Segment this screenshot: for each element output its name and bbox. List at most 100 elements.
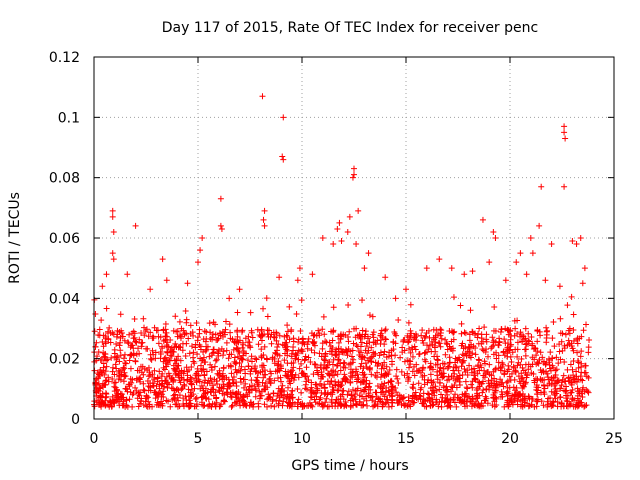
data-point [210,386,217,393]
data-point [501,403,508,410]
data-point [294,386,301,393]
data-point [133,351,140,358]
data-point [438,398,445,405]
data-point [220,365,227,372]
data-point [388,378,395,385]
data-point [365,250,372,257]
data-point [381,348,388,355]
data-point [401,358,408,365]
data-point [294,399,301,406]
data-point [214,348,221,355]
data-point [355,375,362,382]
data-point [99,380,106,387]
data-point [563,387,570,394]
data-point [372,350,379,357]
data-point [502,277,509,284]
data-point [249,334,256,341]
data-point [286,395,293,402]
data-point [159,370,166,377]
data-point [292,355,299,362]
data-point [94,353,101,360]
data-point [411,343,418,350]
data-point [498,388,505,395]
data-point [507,336,514,343]
data-point [442,395,449,402]
data-point [416,392,423,399]
data-point [534,391,541,398]
data-point [221,398,228,405]
data-point [240,376,247,383]
data-point [252,363,259,370]
data-point [585,374,592,381]
data-point [232,366,239,373]
data-point [512,368,519,375]
data-point [259,93,266,100]
data-point [298,348,305,355]
data-point [481,397,488,404]
x-tick-label: 5 [194,431,203,447]
data-point [293,311,300,318]
data-point [445,373,452,380]
data-point [511,332,518,339]
data-point [380,383,387,390]
data-point [227,329,234,336]
data-point [567,402,573,409]
data-point [276,397,283,404]
data-point [484,400,491,407]
data-point [288,326,295,333]
data-point [126,381,133,388]
data-point [140,315,147,322]
data-point [512,325,519,332]
data-point [454,357,461,364]
data-point [212,331,219,338]
data-point [299,370,306,377]
data-point [559,347,566,354]
data-point [186,350,193,357]
data-point [240,384,247,391]
x-tick-label: 10 [293,431,311,447]
data-point [201,402,208,409]
data-point [279,341,286,348]
data-point [334,356,341,363]
data-point [405,397,412,404]
data-point [493,355,500,362]
data-point [184,368,191,375]
data-point [210,349,217,356]
data-point [327,391,334,398]
data-point [411,372,418,379]
data-point [151,367,158,374]
data-point [567,389,574,396]
data-point [442,351,449,358]
data-point [266,376,273,383]
data-point [367,386,374,393]
data-point [422,333,429,340]
data-point [283,346,290,353]
x-tick-labels: 0 5 10 15 20 25 [90,431,623,447]
data-point [349,369,356,376]
data-point [570,403,577,410]
data-point [138,343,145,350]
data-point [382,274,389,281]
data-point [198,362,205,369]
data-point [182,352,189,359]
data-point [165,398,172,405]
data-point [411,336,418,343]
data-point [513,259,520,266]
data-point [407,349,414,356]
data-point [240,348,247,355]
data-point [404,357,411,364]
data-point [514,362,521,369]
data-point [572,378,579,385]
data-point [497,367,504,374]
data-point [492,339,499,346]
data-point [586,337,593,344]
data-point [421,372,428,379]
data-point [184,280,191,287]
data-point [159,400,166,407]
data-point [553,366,560,373]
data-point [97,384,104,391]
data-point [535,384,542,391]
data-point [479,338,486,345]
data-point [525,366,532,373]
data-point [188,363,195,370]
